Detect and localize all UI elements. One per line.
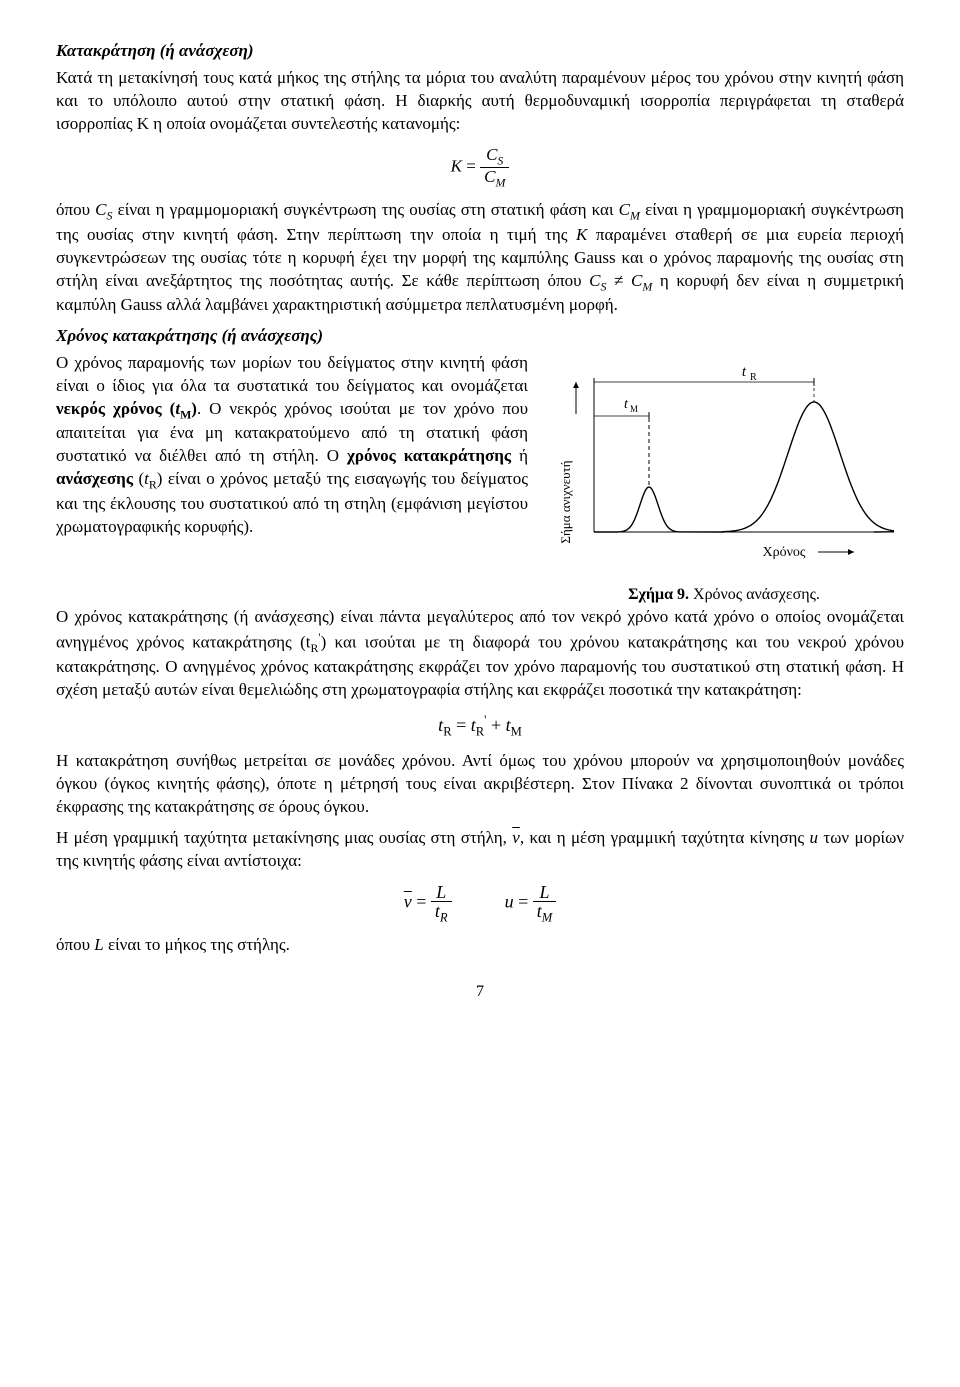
svg-text:Χρόνος: Χρόνος — [763, 545, 806, 560]
eq1-den-c: C — [484, 167, 495, 186]
section2-left-para: Ο χρόνος παραμονής των μορίων του δείγμα… — [56, 352, 528, 539]
section1-para1: Κατά τη μετακίνησή τους κατά μήκος της σ… — [56, 67, 904, 136]
s2l-d-mid: ή — [511, 446, 528, 465]
p2-cm-sub: M — [630, 209, 640, 223]
eq2-eq: = — [452, 715, 471, 735]
s2l-tr-sub: R — [149, 478, 157, 492]
p2-cs: C — [95, 200, 106, 219]
figure-9-caption: Σχήμα 9. Χρόνος ανάσχεσης. — [544, 584, 904, 606]
eq3-m: M — [542, 910, 553, 924]
section2-title: Χρόνος κατακράτησης (ή ανάσχεσης) — [56, 325, 904, 348]
eq3-eq1: = — [412, 892, 431, 912]
s2l-a: Ο χρόνος παραμονής των μορίων του δείγμα… — [56, 353, 528, 395]
s2l-b-bold: νεκρός χρόνος ( — [56, 399, 175, 418]
s2f-d-u: u — [810, 828, 819, 847]
eq1-frac: CS CM — [480, 146, 509, 190]
p2-cm2: C — [631, 271, 642, 290]
eq2-plus: + — [486, 715, 505, 735]
eq3-vbar: v — [404, 892, 412, 912]
s2l-b-sub: M — [180, 407, 191, 421]
page-number: 7 — [56, 981, 904, 1003]
p2-cs2: C — [589, 271, 600, 290]
p2-b: είναι η γραμμομοριακή συγκέντρωση της ου… — [112, 200, 618, 219]
eq1-num-c: C — [486, 145, 497, 164]
eq1-den-sub: M — [495, 175, 505, 189]
figure-9: tRtMΧρόνοςΣήμα ανιχνευτή — [544, 352, 904, 572]
eq2-m: M — [511, 724, 522, 738]
section2-full-para-ab: Ο χρόνος κατακράτησης (ή ανάσχεσης) είνα… — [56, 606, 904, 702]
equation-tr: tR = tR' + tM — [56, 712, 904, 741]
eq1-lhs: K — [451, 156, 462, 175]
p2-cm: C — [619, 200, 630, 219]
s2f-e-a: όπου — [56, 935, 94, 954]
eq3-u: u — [505, 892, 514, 912]
eq3-l2: L — [540, 882, 550, 902]
equation-vu: v = LtR u = LtM — [56, 883, 904, 924]
svg-text:M: M — [630, 404, 638, 414]
p2-a: όπου — [56, 200, 95, 219]
section1-para2: όπου CS είναι η γραμμομοριακή συγκέντρωσ… — [56, 199, 904, 317]
eq3-r: R — [440, 910, 448, 924]
fig-caption-rest: Χρόνος ανάσχεσης. — [689, 586, 820, 603]
section2-full-para-c: Η κατακράτηση συνήθως μετρείται σε μονάδ… — [56, 750, 904, 819]
svg-text:Σήμα ανιχνευτή: Σήμα ανιχνευτή — [558, 460, 573, 543]
fig-caption-bold: Σχήμα 9. — [628, 586, 689, 603]
p2-k: K — [576, 225, 587, 244]
p2-neq: ≠ — [606, 271, 631, 290]
eq1-num-sub: S — [497, 153, 503, 167]
equation-k: K = CS CM — [56, 146, 904, 190]
eq1-equals: = — [466, 156, 480, 175]
eq3-eq2: = — [514, 892, 533, 912]
p2-cm2-sub: M — [642, 279, 652, 293]
eq2-r1: R — [443, 724, 451, 738]
eq3-l1: L — [436, 882, 446, 902]
svg-text:R: R — [750, 372, 757, 383]
s2l-d-bold: χρόνος κατακράτησης — [347, 446, 511, 465]
s2f-d-vbar: v — [512, 828, 520, 847]
s2f-e-b: είναι το μήκος της στήλης. — [104, 935, 290, 954]
s2f-d-a: Η μέση γραμμική ταχύτητα μετακίνησης μια… — [56, 828, 512, 847]
section2-full-para-d: Η μέση γραμμική ταχύτητα μετακίνησης μια… — [56, 827, 904, 873]
section1-title: Κατακράτηση (ή ανάσχεση) — [56, 40, 904, 63]
s2f-e-l: L — [94, 935, 103, 954]
s2l-d-pclose: ) — [157, 469, 168, 488]
eq3-frac1: LtR — [431, 883, 452, 924]
s2f-d-b: , και η μέση γραμμική ταχύτητα κίνησης — [520, 828, 810, 847]
section2-full-para-e: όπου L είναι το μήκος της στήλης. — [56, 934, 904, 957]
s2l-d-popen: ( — [133, 469, 144, 488]
s2l-d-bold2: ανάσχεσης — [56, 469, 133, 488]
eq3-frac2: LtM — [533, 883, 557, 924]
eq2-r2: R — [476, 724, 484, 738]
